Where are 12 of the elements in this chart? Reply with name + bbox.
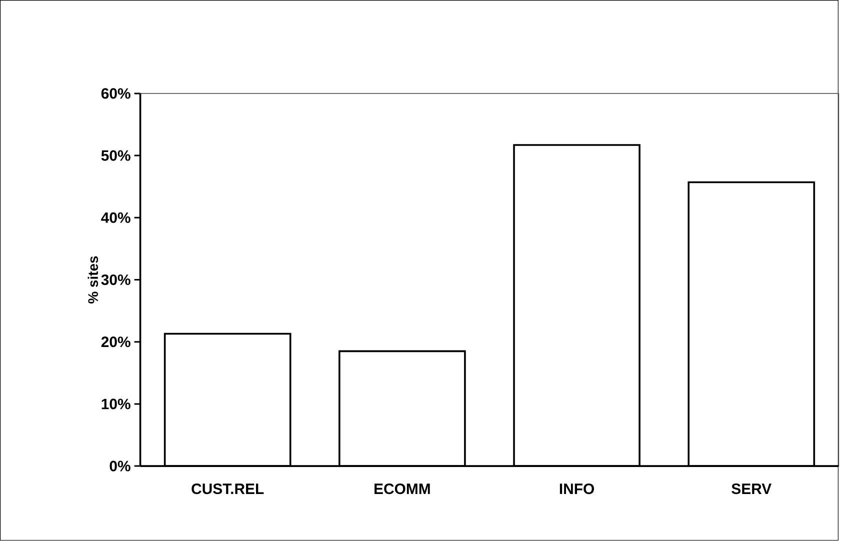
y-axis-title: % sites [88, 256, 98, 304]
y-tick-label: 30% [101, 274, 130, 286]
y-tick-label: 60% [101, 88, 130, 99]
y-tick-label: 10% [102, 398, 130, 410]
x-tick-label: CUST.REL [192, 484, 264, 494]
y-tick-label: 0% [110, 460, 130, 472]
y-tick-label: 20% [101, 336, 130, 348]
y-tick-label: 50% [101, 150, 130, 162]
x-tick-label: ECOMM [374, 484, 430, 494]
y-tick-label: 40% [101, 212, 130, 224]
x-tick-label: SERV [732, 484, 772, 494]
x-tick-label: INFO [560, 484, 594, 494]
